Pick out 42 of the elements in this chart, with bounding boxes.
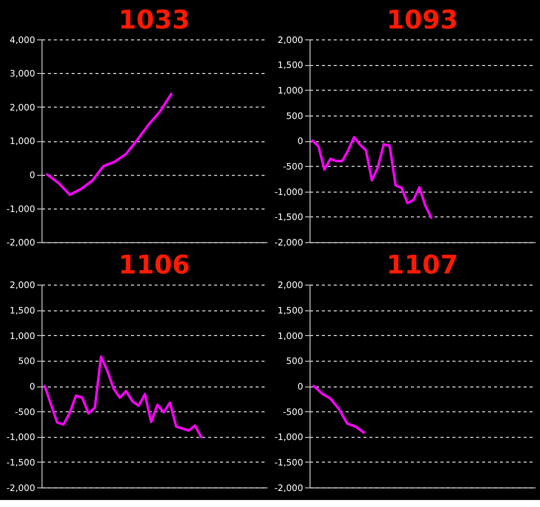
y-tick-label: -1,000	[6, 204, 36, 215]
y-tick-label: 4,000	[10, 36, 36, 46]
y-tick-label: -2,000	[274, 484, 304, 494]
y-tick-label: 1,500	[278, 306, 304, 316]
y-tick-label: 0	[29, 382, 36, 392]
y-tick-label: -1,000	[274, 433, 304, 444]
line-series	[311, 136, 432, 219]
y-tick-label: 1,000	[278, 332, 304, 342]
y-tick-label: 3,000	[10, 70, 36, 80]
y-tick-label: -1,500	[6, 458, 36, 468]
y-tick-label: 500	[286, 357, 304, 368]
y-tick-label: -1,000	[6, 433, 36, 444]
y-tick-label: 0	[297, 137, 304, 148]
y-tick-label: 2,000	[10, 103, 36, 114]
chart-title: 1106	[118, 250, 190, 281]
y-tick-label: 500	[286, 112, 304, 122]
y-tick-label: 1,500	[10, 306, 36, 316]
y-tick-label: -2,000	[6, 484, 36, 494]
y-tick-label: 2,000	[10, 281, 36, 292]
y-tick-label: 1,000	[10, 332, 36, 342]
line-series	[312, 384, 366, 434]
y-tick-label: -1,500	[274, 213, 304, 224]
y-tick-label: -500	[282, 408, 304, 418]
chart-title: 1107	[386, 250, 458, 281]
y-tick-label: 500	[18, 357, 36, 368]
chart-title: 1093	[386, 5, 458, 36]
y-tick-label: 0	[297, 382, 304, 392]
y-tick-label: -2,000	[6, 238, 36, 249]
y-tick-label: -500	[282, 162, 304, 173]
chart-title: 1033	[118, 5, 190, 36]
y-tick-label: -2,000	[274, 238, 304, 249]
y-tick-label: 1,000	[278, 86, 304, 96]
y-tick-label: 2,000	[278, 36, 304, 46]
line-series	[46, 92, 172, 196]
y-tick-label: 0	[29, 170, 36, 181]
y-tick-label: -1,500	[274, 458, 304, 468]
y-tick-label: 1,000	[10, 137, 36, 148]
y-tick-label: 2,000	[278, 281, 304, 292]
y-tick-label: -500	[14, 408, 36, 418]
y-tick-label: -1,000	[274, 188, 304, 198]
line-series	[43, 355, 203, 438]
y-tick-label: 1,500	[278, 61, 304, 72]
